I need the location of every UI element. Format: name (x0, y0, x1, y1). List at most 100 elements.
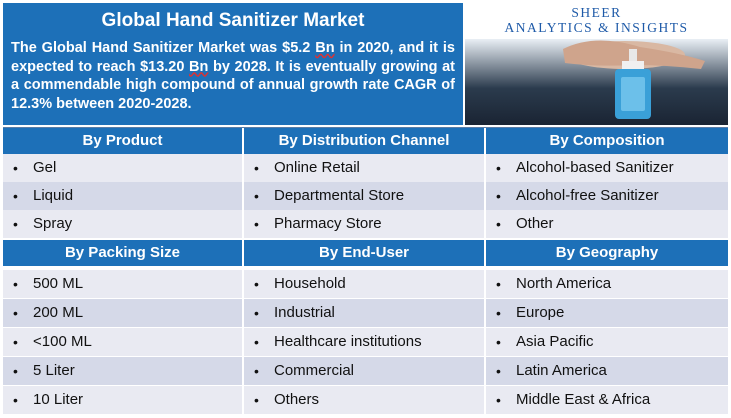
table-cell: • Industrial (244, 299, 486, 327)
table-row: • 5 Liter • Commercial • Latin America (3, 357, 728, 385)
table-cell: • Other (486, 210, 728, 238)
header-by-product: By Product (3, 128, 244, 154)
table-row: • 200 ML • Industrial • Europe (3, 299, 728, 327)
table-cell: • Online Retail (244, 154, 486, 182)
summary-bn-1: Bn (315, 40, 335, 56)
bullet-icon: • (254, 160, 259, 176)
cell-text: Gel (33, 159, 57, 176)
table-cell: • North America (486, 270, 728, 298)
table-cell: • Asia Pacific (486, 328, 728, 356)
bullet-icon: • (254, 392, 259, 408)
table-cell: • Others (244, 386, 486, 414)
bullet-icon: • (496, 334, 501, 350)
table-row: • Spray • Pharmacy Store • Other (3, 210, 728, 238)
bullet-icon: • (254, 305, 259, 321)
header-by-distribution-channel: By Distribution Channel (244, 128, 486, 154)
table-cell: • Latin America (486, 357, 728, 385)
bottle-liquid (621, 77, 645, 111)
cell-text: Healthcare institutions (274, 333, 422, 350)
bullet-icon: • (13, 334, 18, 350)
cell-text: <100 ML (33, 333, 92, 350)
table-cell: • Liquid (3, 182, 244, 210)
summary-text-3: by 2028. It is eventually growing at a c… (11, 58, 455, 112)
bullet-icon: • (13, 276, 18, 292)
cell-text: Commercial (274, 362, 355, 379)
table-cell: • Middle East & Africa (486, 386, 728, 414)
bullet-icon: • (496, 276, 501, 292)
cell-text: 10 Liter (33, 391, 84, 408)
hand-sanitizer-illustration (563, 40, 705, 119)
cell-text: Latin America (516, 362, 607, 379)
header-by-packing-size: By Packing Size (3, 240, 244, 266)
cell-text: Household (274, 275, 346, 292)
table-cell: • Gel (3, 154, 244, 182)
table-cell: • 10 Liter (3, 386, 244, 414)
cell-text: Other (516, 215, 554, 232)
cell-text: Middle East & Africa (516, 391, 651, 408)
pump-head (622, 61, 644, 71)
table-cell: • Alcohol-free Sanitizer (486, 182, 728, 210)
market-summary: The Global Hand Sanitizer Market was $5.… (3, 39, 463, 125)
bullet-icon: • (254, 216, 259, 232)
cell-text: North America (516, 275, 612, 292)
cell-text: Alcohol-based Sanitizer (516, 159, 674, 176)
table-cell: • Commercial (244, 357, 486, 385)
table-row: • Gel • Online Retail • Alcohol-based Sanit… (3, 154, 728, 182)
bullet-icon: • (13, 216, 18, 232)
cell-text: Departmental Store (274, 187, 405, 204)
table-cell: • 5 Liter (3, 357, 244, 385)
cell-text: 200 ML (33, 304, 84, 321)
cell-text: Others (274, 391, 320, 408)
table-row: • <100 ML • Healthcare institutions • Asia … (3, 328, 728, 356)
bullet-icon: • (13, 363, 18, 379)
table-cell: • Spray (3, 210, 244, 238)
cell-text: Pharmacy Store (274, 215, 382, 232)
cell-text: Spray (33, 215, 73, 232)
bullet-icon: • (496, 305, 501, 321)
table-cell: • 200 ML (3, 299, 244, 327)
summary-text-2: in 2020, and it is expected to reach $13… (11, 40, 455, 75)
bullet-icon: • (13, 392, 18, 408)
hero-banner: Global Hand Sanitizer Market The Global … (3, 3, 728, 125)
table-row: • Liquid • Departmental Store • Alcohol-fre… (3, 182, 728, 210)
cell-text: Online Retail (274, 159, 360, 176)
bullet-icon: • (254, 276, 259, 292)
pump-nozzle (629, 49, 637, 65)
brand-line-1: SHEER (571, 5, 622, 20)
table-cell: • Healthcare institutions (244, 328, 486, 356)
cell-text: Alcohol-free Sanitizer (516, 187, 659, 204)
cell-text: Asia Pacific (516, 333, 594, 350)
table-row: • 10 Liter • Others • Middle East & Africa (3, 386, 728, 414)
summary-bn-2: Bn (189, 58, 209, 75)
table-cell: • Pharmacy Store (244, 210, 486, 238)
bullet-icon: • (254, 334, 259, 350)
header-by-geography: By Geography (486, 240, 728, 266)
cell-text: Liquid (33, 187, 74, 204)
table-cell: • Household (244, 270, 486, 298)
page-title: Global Hand Sanitizer Market (3, 3, 463, 39)
hand-sanitizer-photo: SHEER ANALYTICS & INSIGHTS (465, 3, 728, 125)
table-row: • 500 ML • Household • North America (3, 270, 728, 298)
summary-text-1: The Global Hand Sanitizer Market was $5.… (11, 40, 316, 56)
table-cell: • Europe (486, 299, 728, 327)
header-by-end-user: By End-User (244, 240, 486, 266)
table-cell: • Departmental Store (244, 182, 486, 210)
cell-text: Europe (516, 304, 565, 321)
bullet-icon: • (496, 160, 501, 176)
bullet-icon: • (496, 392, 501, 408)
bullet-icon: • (496, 216, 501, 232)
bullet-icon: • (496, 188, 501, 204)
table-cell: • 500 ML (3, 270, 244, 298)
cell-text: 500 ML (33, 275, 84, 292)
cell-text: Industrial (274, 304, 335, 321)
table-cell: • <100 ML (3, 328, 244, 356)
bullet-icon: • (13, 160, 18, 176)
table-cell: • Alcohol-based Sanitizer (486, 154, 728, 182)
brand-logo: SHEER ANALYTICS & INSIGHTS (465, 3, 728, 39)
brand-line-2: ANALYTICS & INSIGHTS (504, 20, 689, 35)
header-by-composition: By Composition (486, 128, 728, 154)
table-header-row: By Product By Distribution Channel By Co… (3, 128, 728, 154)
segmentation-table: By Product By Distribution Channel By Co… (3, 127, 728, 416)
cell-text: 5 Liter (33, 362, 75, 379)
bullet-icon: • (254, 363, 259, 379)
